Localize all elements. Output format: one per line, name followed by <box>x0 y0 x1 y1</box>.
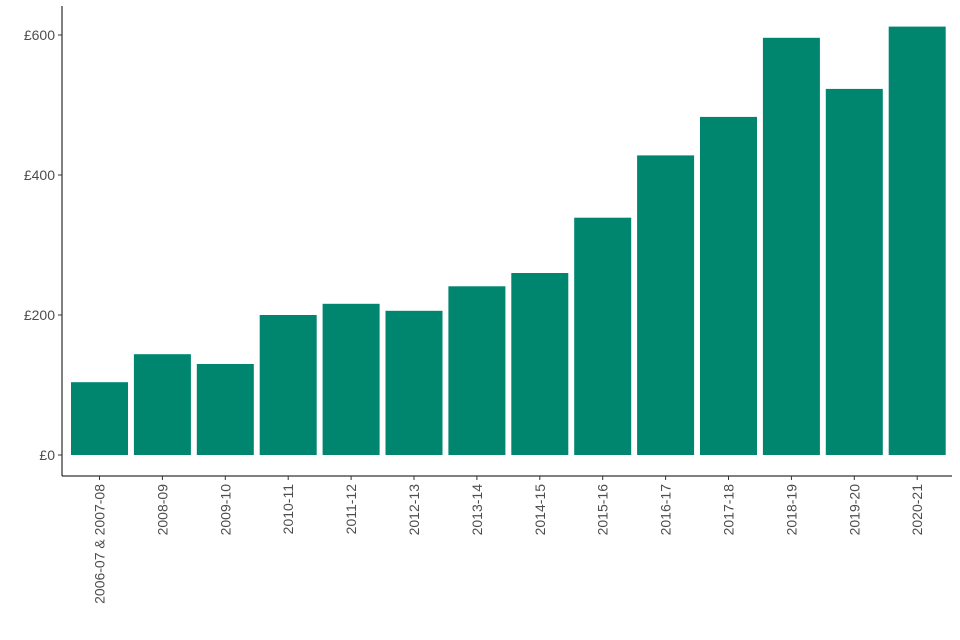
bar-2011-12 <box>322 303 380 455</box>
bar-2008-09 <box>133 354 191 455</box>
bar-2009-10 <box>196 364 254 455</box>
bar-2010-11 <box>259 315 317 455</box>
x-tick-label: 2020-21 <box>909 484 925 536</box>
bar-2019-20 <box>825 88 883 456</box>
x-tick-label: 2009-10 <box>217 484 233 536</box>
x-tick-label: 2013-14 <box>469 484 485 536</box>
y-tick-label: £0 <box>39 447 55 463</box>
x-tick-label: 2014-15 <box>532 484 548 536</box>
y-tick-label: £400 <box>24 167 55 183</box>
bar-2006-07-2007-08 <box>71 382 128 455</box>
bar-2020-21 <box>888 26 946 455</box>
x-tick-label: 2016-17 <box>658 484 674 536</box>
x-tick-label: 2018-19 <box>783 484 799 536</box>
bar-2012-13 <box>385 310 443 455</box>
x-axis: 2006-07 & 2007-08 2008-09 2009-10 2010-11 20… <box>62 475 952 604</box>
x-tick-label: 2012-13 <box>406 484 422 536</box>
x-tick-label: 2015-16 <box>595 484 611 536</box>
y-tick-label: £200 <box>24 307 55 323</box>
bar-2017-18 <box>700 116 757 456</box>
y-tick-label: £600 <box>24 27 55 43</box>
bar-2018-19 <box>762 37 820 456</box>
x-tick-label: 2006-07 & 2007-08 <box>92 484 108 604</box>
bar-2014-15 <box>511 273 569 455</box>
bar-2015-16 <box>574 217 632 455</box>
y-axis: £0 £200 £400 £600 <box>24 6 63 476</box>
x-tick-label: 2010-11 <box>280 484 296 535</box>
bar-2016-17 <box>637 155 695 455</box>
x-tick-label: 2011-12 <box>343 484 359 535</box>
x-tick-label: 2008-09 <box>154 484 170 536</box>
bar-2013-14 <box>448 286 506 455</box>
x-tick-label: 2017-18 <box>721 484 737 536</box>
bars-group <box>71 26 946 456</box>
x-tick-label: 2019-20 <box>846 484 862 536</box>
